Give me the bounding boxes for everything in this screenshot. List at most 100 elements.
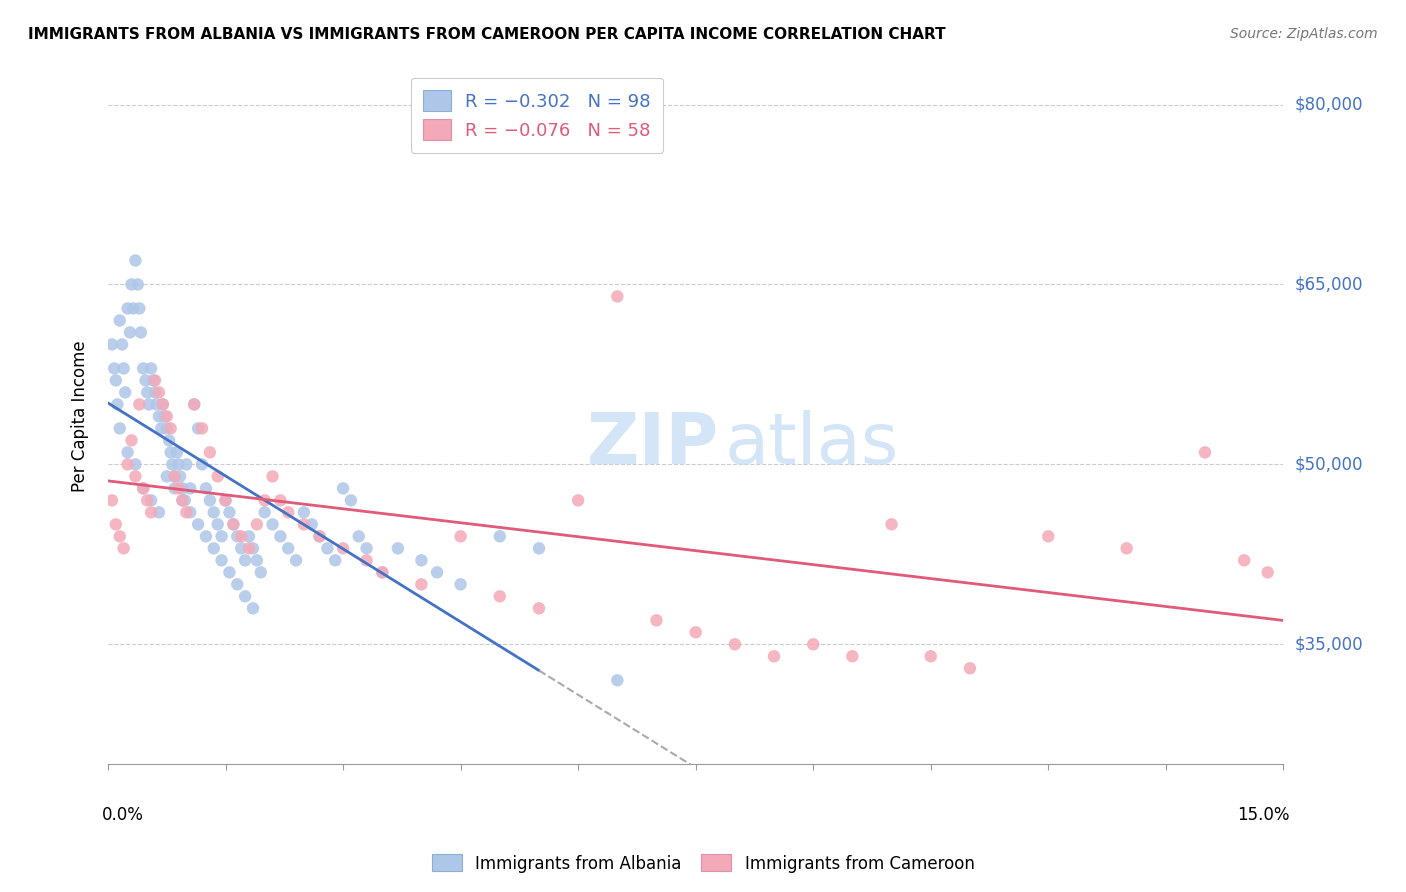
- Point: [262, 517, 284, 532]
- Point: [112, 361, 135, 376]
- Point: [645, 613, 668, 627]
- Text: $65,000: $65,000: [1295, 276, 1364, 293]
- Point: [763, 649, 786, 664]
- Point: [124, 469, 146, 483]
- Point: [347, 529, 370, 543]
- Point: [128, 301, 150, 316]
- Point: [231, 541, 253, 556]
- Point: [371, 566, 394, 580]
- Point: [231, 529, 253, 543]
- Point: [202, 505, 225, 519]
- Point: [233, 553, 256, 567]
- Point: [238, 541, 260, 556]
- Point: [371, 566, 394, 580]
- Point: [277, 541, 299, 556]
- Text: ZIP: ZIP: [586, 409, 720, 479]
- Point: [316, 541, 339, 556]
- Point: [150, 421, 173, 435]
- Point: [163, 469, 186, 483]
- Point: [129, 326, 152, 340]
- Point: [108, 529, 131, 543]
- Point: [292, 505, 315, 519]
- Point: [114, 385, 136, 400]
- Point: [685, 625, 707, 640]
- Point: [269, 493, 291, 508]
- Point: [332, 481, 354, 495]
- Point: [138, 397, 160, 411]
- Point: [724, 637, 747, 651]
- Point: [308, 529, 330, 543]
- Point: [214, 493, 236, 508]
- Point: [132, 481, 155, 495]
- Point: [356, 553, 378, 567]
- Point: [191, 458, 214, 472]
- Point: [101, 493, 124, 508]
- Point: [173, 493, 195, 508]
- Point: [179, 481, 201, 495]
- Text: $80,000: $80,000: [1295, 95, 1364, 113]
- Point: [233, 590, 256, 604]
- Point: [194, 481, 217, 495]
- Point: [132, 481, 155, 495]
- Point: [488, 590, 510, 604]
- Text: 0.0%: 0.0%: [103, 806, 143, 824]
- Point: [269, 529, 291, 543]
- Point: [183, 397, 205, 411]
- Point: [159, 421, 181, 435]
- Text: atlas: atlas: [725, 409, 900, 479]
- Point: [207, 469, 229, 483]
- Point: [104, 517, 127, 532]
- Point: [124, 458, 146, 472]
- Point: [920, 649, 942, 664]
- Point: [214, 493, 236, 508]
- Point: [153, 409, 176, 424]
- Point: [841, 649, 863, 664]
- Text: $35,000: $35,000: [1295, 635, 1364, 653]
- Point: [242, 601, 264, 615]
- Point: [308, 529, 330, 543]
- Point: [156, 409, 179, 424]
- Point: [172, 481, 194, 495]
- Point: [527, 601, 550, 615]
- Point: [222, 517, 245, 532]
- Point: [218, 566, 240, 580]
- Point: [156, 469, 179, 483]
- Point: [194, 529, 217, 543]
- Point: [136, 385, 159, 400]
- Point: [139, 361, 162, 376]
- Point: [198, 493, 221, 508]
- Point: [242, 541, 264, 556]
- Point: [167, 481, 190, 495]
- Point: [226, 529, 249, 543]
- Point: [152, 397, 174, 411]
- Point: [139, 505, 162, 519]
- Text: $50,000: $50,000: [1295, 456, 1364, 474]
- Point: [292, 517, 315, 532]
- Point: [136, 493, 159, 508]
- Point: [111, 337, 134, 351]
- Point: [211, 529, 233, 543]
- Point: [323, 553, 346, 567]
- Point: [122, 301, 145, 316]
- Point: [139, 493, 162, 508]
- Point: [145, 397, 167, 411]
- Point: [183, 397, 205, 411]
- Point: [148, 409, 170, 424]
- Legend: R = −0.302   N = 98, R = −0.076   N = 58: R = −0.302 N = 98, R = −0.076 N = 58: [411, 78, 664, 153]
- Point: [167, 458, 190, 472]
- Point: [222, 517, 245, 532]
- Point: [135, 373, 157, 387]
- Point: [249, 566, 271, 580]
- Point: [488, 529, 510, 543]
- Point: [959, 661, 981, 675]
- Point: [132, 361, 155, 376]
- Point: [207, 517, 229, 532]
- Point: [121, 434, 143, 448]
- Point: [450, 529, 472, 543]
- Point: [143, 373, 166, 387]
- Point: [1194, 445, 1216, 459]
- Point: [253, 505, 276, 519]
- Point: [117, 445, 139, 459]
- Point: [159, 445, 181, 459]
- Point: [108, 313, 131, 327]
